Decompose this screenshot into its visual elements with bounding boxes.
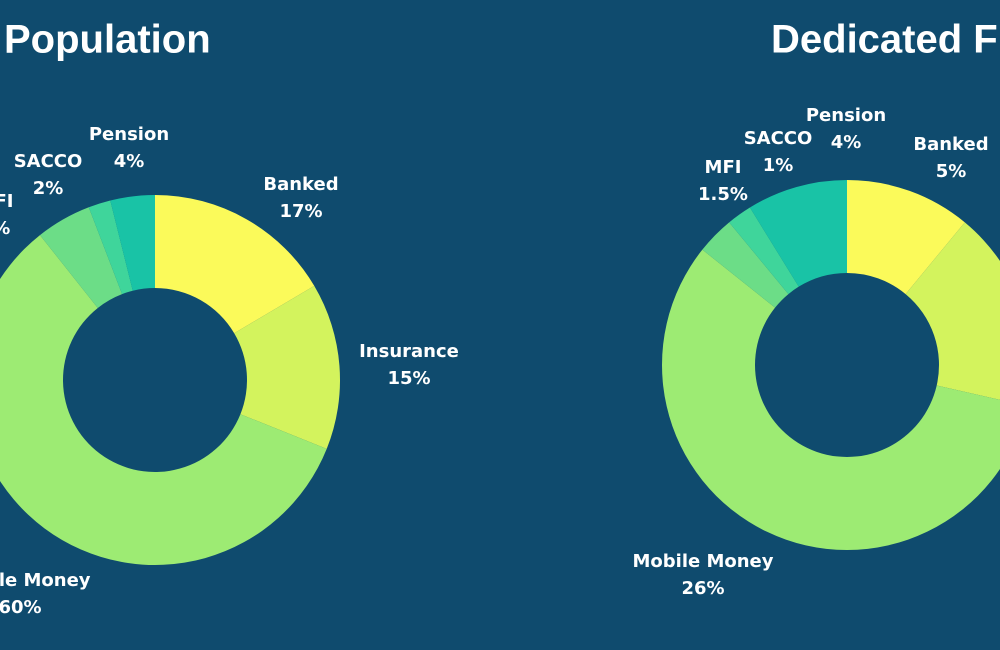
segment-label: Pension bbox=[806, 105, 886, 126]
donut-segment bbox=[905, 222, 1000, 400]
segment-value-label: 17% bbox=[279, 201, 322, 222]
segment-value-label: 4% bbox=[831, 132, 862, 153]
segment-value-label: 5% bbox=[936, 161, 967, 182]
segment-value-label: 60% bbox=[0, 597, 42, 618]
segment-value-label: 2% bbox=[33, 178, 64, 199]
segment-label: MFI bbox=[0, 191, 13, 212]
segment-value-label: 1.5% bbox=[698, 184, 748, 205]
segment-label: SACCO bbox=[744, 128, 813, 149]
donut-segment bbox=[847, 180, 965, 295]
donut-segment bbox=[155, 195, 315, 334]
segment-label: Pension bbox=[89, 124, 169, 145]
donut-segment bbox=[39, 207, 123, 308]
donut-segment bbox=[110, 195, 155, 291]
donut-segment bbox=[88, 200, 133, 295]
donut-segment bbox=[0, 235, 327, 565]
segment-value-label: 15% bbox=[387, 368, 430, 389]
segment-label: MFI bbox=[705, 157, 742, 178]
chart-title: Population bbox=[4, 18, 211, 62]
segment-label: Banked bbox=[263, 174, 338, 195]
donut-segment bbox=[702, 222, 789, 308]
segment-label: Mobile Money bbox=[0, 570, 91, 591]
donut-segment bbox=[661, 249, 1000, 550]
segment-value-label: 1% bbox=[763, 155, 794, 176]
chart-title: Dedicated F bbox=[771, 18, 998, 62]
segment-label: Insurance bbox=[359, 341, 459, 362]
donut-segment bbox=[749, 180, 847, 287]
segment-value-label: 5% bbox=[0, 218, 10, 239]
segment-value-label: 26% bbox=[681, 578, 724, 599]
donut-segment bbox=[234, 285, 340, 449]
segment-label: SACCO bbox=[14, 151, 83, 172]
segment-label: Mobile Money bbox=[632, 551, 773, 572]
donut-segment bbox=[729, 207, 799, 295]
segment-value-label: 4% bbox=[114, 151, 145, 172]
segment-label: Banked bbox=[913, 134, 988, 155]
